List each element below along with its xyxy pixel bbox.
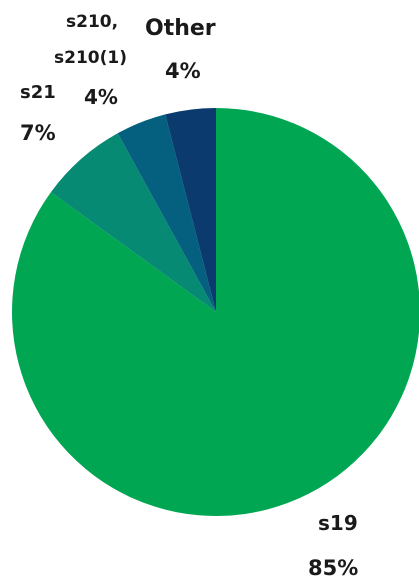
slice-label-other: Other 4% [145,16,216,83]
slice-label-value: 4% [84,85,118,109]
slice-label-value: 7% [20,121,56,145]
slice-label-name: s21 [20,82,56,103]
slice-label-name: s210, [66,12,118,32]
slice-label-s210-s210-1: s210, s210(1) 4% [54,12,127,109]
slice-label-s21: s21 7% [20,82,56,145]
slice-label-name: Other [145,16,216,41]
slice-label-name: s19 [318,511,358,535]
pie-slices [12,108,419,516]
slice-label-value: 4% [165,59,201,83]
slice-label-value: 85% [308,556,358,580]
slice-label-s19: s19 85% [308,511,358,580]
slice-label-name: s210(1) [54,48,127,68]
